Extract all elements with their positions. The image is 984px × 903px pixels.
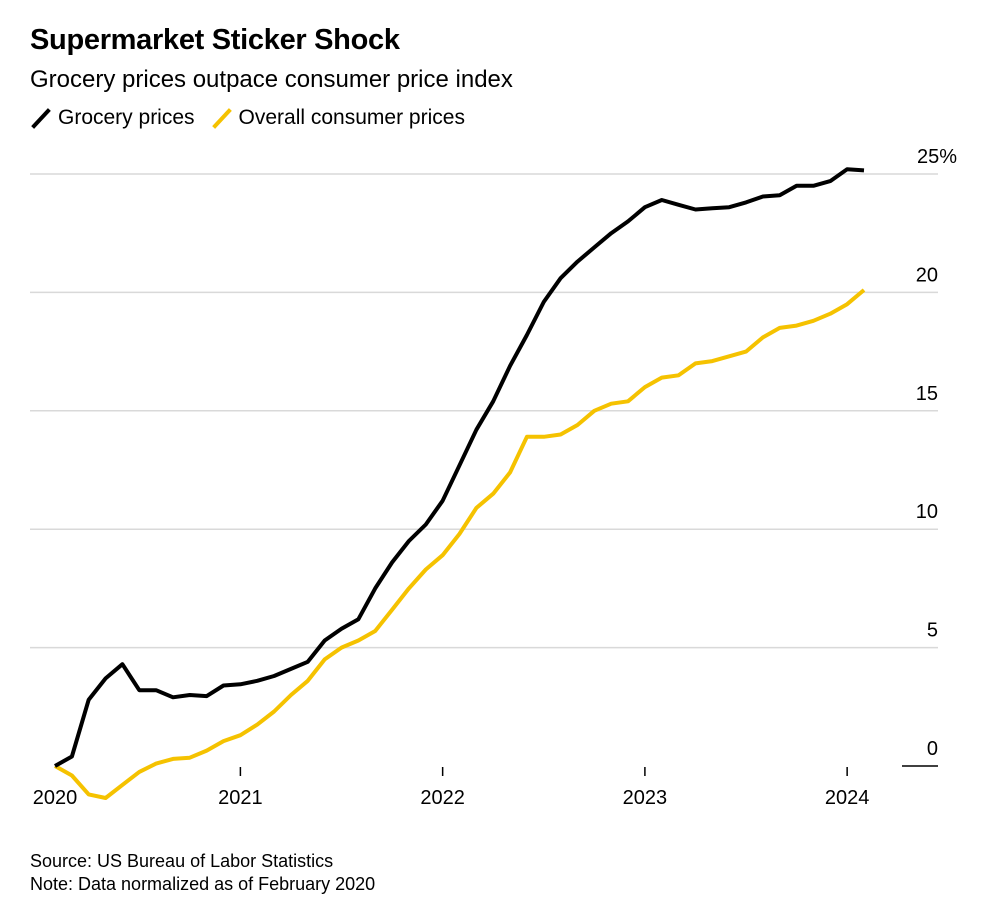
y-tick-label-20: 20 xyxy=(916,264,938,286)
x-tick-label-2022: 2022 xyxy=(420,787,465,809)
series-lines xyxy=(54,167,866,800)
y-tick-label-0: 0 xyxy=(927,738,938,760)
series-line-overall-consumer-prices xyxy=(54,288,866,800)
chart-title: Supermarket Sticker Shock xyxy=(30,24,400,56)
gridlines xyxy=(30,173,938,767)
legend-label-overall: Overall consumer prices xyxy=(238,106,465,129)
x-tick-label-2023: 2023 xyxy=(623,787,668,809)
legend-item-grocery: Grocery prices xyxy=(30,106,195,130)
x-axis: 2020 2021 2022 2023 2024 xyxy=(33,767,870,809)
series-line-grocery-prices xyxy=(54,167,865,768)
y-tick-label-15: 15 xyxy=(916,383,938,405)
y-axis-tick-labels: 0 5 10 15 20 25% xyxy=(916,146,957,760)
normalization-note: Note: Data normalized as of February 202… xyxy=(30,874,376,894)
x-tick-label-2020: 2020 xyxy=(33,787,78,809)
x-tick-label-2021: 2021 xyxy=(218,787,263,809)
legend-label-grocery: Grocery prices xyxy=(58,106,195,129)
legend-swatch-overall xyxy=(211,108,232,129)
x-tick-label-2024: 2024 xyxy=(825,787,870,809)
y-tick-label-10: 10 xyxy=(916,501,938,523)
legend-item-overall: Overall consumer prices xyxy=(211,106,465,130)
y-tick-label-5: 5 xyxy=(927,620,938,642)
source-note: Source: US Bureau of Labor Statistics xyxy=(30,851,334,871)
y-tick-label-25: 25% xyxy=(917,146,957,168)
legend-swatch-grocery xyxy=(31,108,51,129)
footnotes: Source: US Bureau of Labor Statistics No… xyxy=(30,850,375,896)
chart-subtitle: Grocery prices outpace consumer price in… xyxy=(30,66,513,93)
legend: Grocery prices Overall consumer prices xyxy=(30,106,481,130)
